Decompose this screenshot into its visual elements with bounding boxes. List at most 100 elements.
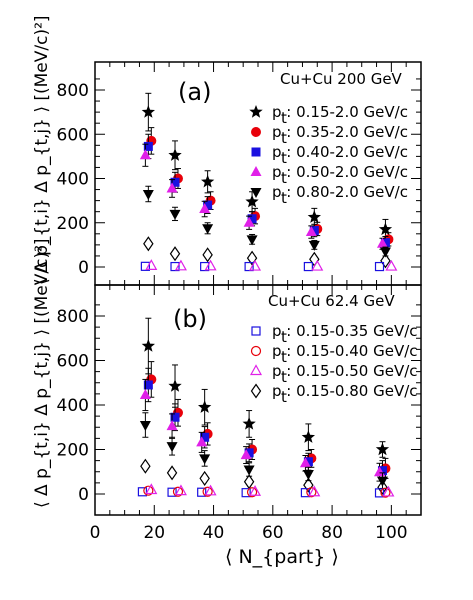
panel-a-series-0-point [201,174,215,188]
panel-a-legend-marker-3 [250,166,262,176]
y-tick-label: 600 [57,125,89,145]
panel-b-series-4-point [166,442,178,453]
panel-a-legend-subscript-0: t [281,109,287,127]
panel-a-legend-marker-0 [249,105,263,118]
panel-b-legend-label-3: p : 0.15-0.80 GeV/c [272,382,418,400]
panel-b-legend-marker-3 [250,383,262,399]
panel-b-series-2-point [170,412,180,422]
panel-b-series-4-point [139,421,151,432]
x-tick-label: 80 [321,523,343,543]
y-tick-label: 800 [57,307,89,327]
panel-a-series-6-point [200,261,210,272]
panel-b-legend-subscript-3: t [281,388,287,406]
panel-b-legend-label-0: p : 0.15-0.35 GeV/c [272,322,418,340]
panel-b-series-6-point [167,487,177,497]
panel-b-series-7-point [202,486,213,497]
panel-b-series-3-point [196,436,208,447]
panel-a-series-3-point [139,149,151,160]
y-tick-label: 200 [57,214,89,234]
panel-a-series-2-point [309,225,319,235]
y-tick-label: 600 [57,352,89,372]
panel-a-legend-label-3: p : 0.50-2.0 GeV/c [272,163,408,181]
panel-b-series-0-point [198,400,212,413]
panel-b-y-axis-label: ⟨ Δ p_{t,i} Δ p_{t,j} ⟩ [(MeV/c)²] [32,238,52,508]
panel-a-legend-marker-2 [251,147,261,157]
panel-b-series-3-point [240,449,252,460]
y-tick-label: 400 [57,170,89,190]
panel-a-series-0-point [378,222,393,236]
panel-a-series-5-point [143,236,154,252]
panel-a-series-2-point [247,214,257,224]
panel-a-series-3-point [243,216,255,227]
panel-a-series-0-point [168,148,182,161]
panel-a-series-4-point [202,224,214,235]
panel-a-series-0-point [245,194,259,208]
panel-b-series-2-point [377,466,387,476]
panel-a-series-7-point [385,259,398,271]
panel-a-system-label: Cu+Cu 200 GeV [280,70,403,88]
panel-b-legend-marker-1 [250,345,262,357]
panel-b-series-2-point [303,457,313,467]
x-tick-label: 0 [90,523,101,543]
panel-a-legend-subscript-4: t [281,189,287,207]
panel-b-series-3-point [299,457,311,468]
panel-b-tag: (b) [173,305,207,333]
panel-a-y-axis-label: ⟨ Δ p_{t,i} Δ p_{t,j} ⟩ [(MeV/c)²] [32,15,52,285]
panel-b-legend-subscript-2: t [281,368,287,386]
panel-a-series-3-point [305,226,317,237]
panel-b-series-0-point [141,339,155,352]
y-tick-label: 400 [57,396,89,416]
panel-b-series-6-point [197,487,207,497]
panel-b-series-0-point [242,416,256,430]
panel-b-series-5-point [377,479,388,495]
panel-b-series-5-point [140,458,151,474]
panel-a-series-6-point [140,261,150,271]
panel-b-series-6-point [137,487,148,497]
panel-b-series-5-point [243,474,255,490]
x-tick-label: 40 [203,523,225,543]
panel-a-legend-marker-4 [250,188,262,198]
panel-b-series-4-point [302,469,314,480]
panel-a-series-7-point [174,259,187,271]
panel-a-legend-label-2: p : 0.40-2.0 GeV/c [272,143,408,161]
panel-a-series-2-point [203,200,213,210]
panel-b-series-5-point [166,465,178,481]
panel-b-legend-marker-0 [251,326,261,336]
y-tick-label: 800 [57,81,89,101]
panel-b-legend-subscript-1: t [281,348,287,366]
panel-a-series-5-point [246,250,258,266]
panel-a-series-3-point [199,203,211,214]
panel-b-series-7-point [380,487,391,498]
panel-a-series-4-point [246,235,258,246]
panel-a-series-0-point [307,210,321,223]
panel-a-series-6-point [374,261,385,272]
panel-a-series-5-point [169,246,181,262]
panel-b-frame [94,284,422,516]
panel-a-legend-subscript-1: t [281,129,287,147]
panel-a-series-4-point [308,240,320,251]
y-tick-label: 200 [57,441,89,461]
panel-b-legend-marker-2 [249,364,263,376]
panel-a-series-7-point [249,259,262,271]
panel-a-series-3-point [376,237,388,248]
panel-a-legend-label-4: p : 0.80-2.0 GeV/c [272,183,408,201]
panel-a-series-5-point [380,253,391,269]
x-tick-label: 20 [143,523,165,543]
panel-b-series-7-point [172,486,184,497]
x-axis-label: ⟨ N_{part} ⟩ [225,546,339,568]
panel-b-series-0-point [301,430,315,443]
panel-b-series-0-point [168,379,182,392]
panel-a-series-2-point [170,177,180,187]
panel-a-series-2-point [380,238,390,248]
panel-b-series-2-point [143,380,153,390]
panel-a-legend-label-0: p : 0.15-2.0 GeV/c [272,103,408,121]
panel-a-series-7-point [145,259,158,270]
panel-b-series-3-point [139,388,151,399]
axes-layer: 0 200 400 600 800 0 200 400 600 800 0 20 40 60 80 100 [57,62,422,543]
panel-b-series-6-point [300,488,311,498]
panel-a-series-6-point [170,261,180,272]
panel-a-legend-subscript-3: t [281,169,287,187]
panel-a-tag: (a) [178,78,211,106]
panel-b-series-8-point [145,483,158,495]
